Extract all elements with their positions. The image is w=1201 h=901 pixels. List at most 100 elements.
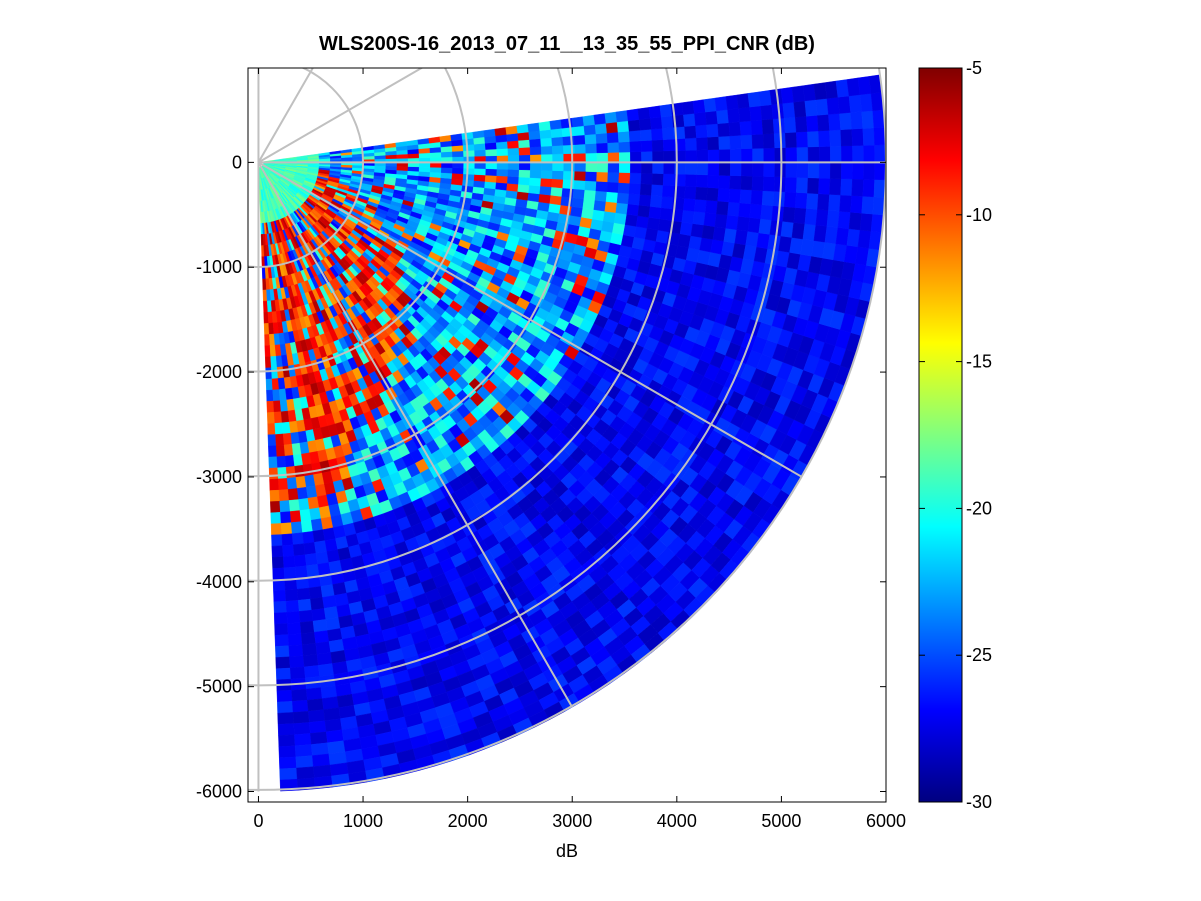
cnr-cell	[322, 595, 337, 609]
cnr-cell	[275, 645, 290, 658]
cnr-cell	[859, 93, 873, 112]
cnr-cell	[518, 176, 531, 186]
cnr-cell	[618, 162, 631, 174]
cnr-cell	[690, 223, 705, 238]
y-tick-label: -4000	[196, 572, 242, 592]
cnr-cell	[291, 532, 305, 546]
cnr-cell	[729, 162, 742, 177]
cnr-cell	[269, 489, 280, 502]
cnr-cell	[740, 175, 753, 191]
cnr-cell	[288, 644, 304, 658]
cnr-field	[258, 74, 886, 792]
cnr-cell	[739, 120, 753, 136]
colorbar-tick-label: -5	[966, 58, 982, 78]
cnr-cell	[705, 110, 718, 125]
cnr-cell	[310, 731, 328, 745]
cnr-cell	[703, 97, 717, 113]
cnr-cell	[683, 197, 696, 212]
cnr-cell	[652, 162, 664, 174]
cnr-cell	[851, 128, 864, 146]
x-tick-label: 1000	[343, 811, 383, 831]
x-tick-label: 5000	[761, 811, 801, 831]
cnr-cell	[279, 767, 298, 781]
cnr-cell	[304, 553, 318, 567]
cnr-cell	[637, 204, 651, 218]
cnr-cell	[278, 489, 290, 502]
cnr-cell	[706, 187, 719, 202]
cnr-cell	[325, 729, 344, 744]
cnr-cell	[806, 192, 819, 210]
cnr-cell	[363, 165, 376, 170]
cnr-cell	[615, 110, 629, 123]
cnr-cell	[752, 147, 765, 163]
cnr-cell	[551, 145, 564, 155]
cnr-cell	[837, 211, 851, 230]
cnr-cell	[727, 108, 741, 124]
colorbar-tick-label: -10	[966, 205, 992, 225]
cnr-cell	[607, 171, 620, 183]
cnr-cell	[574, 170, 587, 181]
cnr-cell	[649, 195, 663, 208]
cnr-cell	[295, 755, 314, 769]
cnr-cell	[651, 184, 664, 197]
cnr-cell	[550, 186, 563, 197]
cnr-cell	[439, 135, 452, 143]
cnr-cell	[518, 162, 531, 171]
cnr-cell	[285, 466, 297, 479]
cnr-cell	[266, 389, 274, 402]
cnr-cell	[716, 109, 730, 124]
cnr-cell	[264, 345, 271, 358]
cnr-cell	[615, 202, 629, 215]
cnr-cell	[302, 654, 319, 668]
cnr-cell	[277, 712, 294, 725]
cnr-cell	[716, 200, 730, 216]
cnr-cell	[473, 180, 486, 189]
cnr-cell	[273, 589, 287, 603]
cnr-cell	[462, 173, 475, 181]
cnr-cell	[300, 519, 314, 533]
cnr-cell	[738, 106, 752, 123]
cnr-cell	[749, 105, 763, 122]
cnr-cell	[537, 201, 551, 212]
cnr-cell	[312, 619, 328, 633]
colorbar: -5 -10 -15 -20 -25 -30	[918, 58, 992, 812]
cnr-cell	[750, 189, 764, 206]
cnr-cell	[289, 666, 306, 680]
cnr-cell	[791, 85, 806, 103]
cnr-cell	[530, 154, 542, 163]
cnr-cell	[857, 229, 872, 249]
cnr-cell	[507, 162, 520, 170]
cnr-cell	[852, 145, 865, 163]
cnr-cell	[718, 148, 731, 163]
cnr-cell	[840, 178, 853, 196]
cnr-cell	[660, 115, 674, 129]
cnr-cell	[593, 199, 607, 212]
cnr-cell	[696, 174, 709, 188]
cnr-cell	[473, 174, 486, 182]
cnr-cell	[796, 177, 809, 194]
cnr-cell	[496, 162, 509, 170]
cnr-cell	[527, 192, 540, 203]
cnr-cell	[807, 130, 820, 148]
cnr-cell	[583, 124, 597, 136]
cnr-cell	[298, 609, 314, 623]
cnr-cell	[552, 162, 564, 172]
cnr-cell	[269, 478, 280, 491]
cnr-cell	[807, 162, 820, 179]
cnr-cell	[873, 179, 886, 198]
cnr-cell	[846, 77, 861, 97]
cnr-cell	[738, 202, 752, 218]
cnr-cell	[607, 162, 620, 173]
cnr-cell	[324, 718, 343, 733]
cnr-cell	[761, 118, 775, 135]
cnr-cell	[265, 367, 273, 380]
cnr-cell	[288, 499, 301, 512]
y-tick-label: 0	[232, 152, 242, 172]
cnr-cell	[784, 131, 798, 148]
cnr-cell	[292, 711, 310, 724]
cnr-cell	[273, 400, 282, 413]
cnr-cell	[791, 222, 806, 240]
cnr-cell	[829, 162, 842, 179]
cnr-cell	[274, 422, 284, 435]
